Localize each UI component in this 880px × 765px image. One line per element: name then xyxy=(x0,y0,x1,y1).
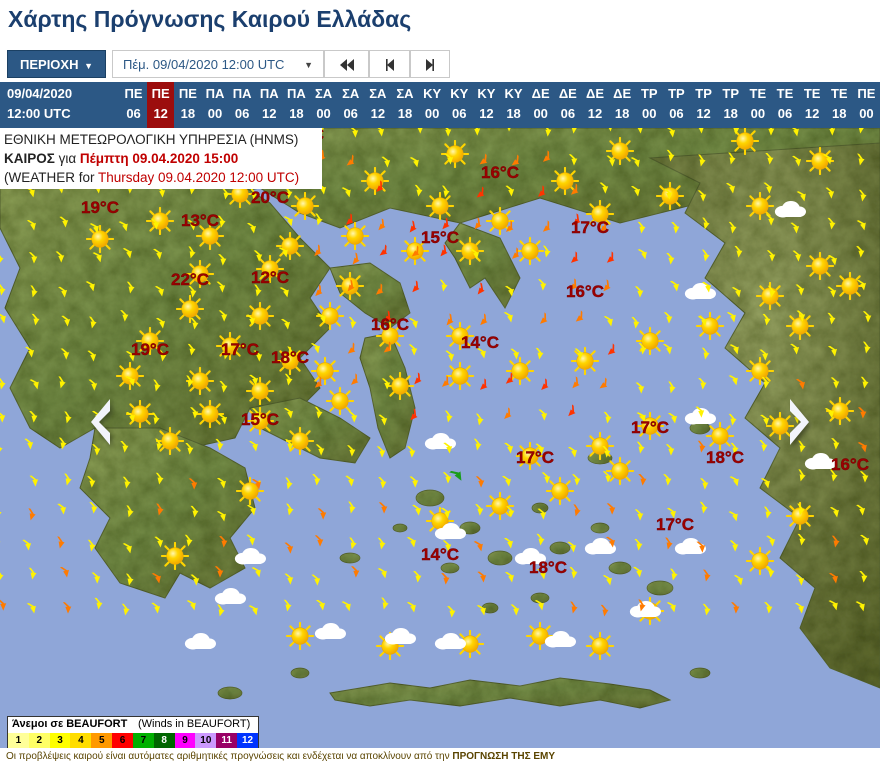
svg-text:13°C: 13°C xyxy=(181,211,219,230)
svg-text:16°C: 16°C xyxy=(371,315,409,334)
svg-text:14°C: 14°C xyxy=(421,545,459,564)
svg-text:12°C: 12°C xyxy=(251,268,289,287)
svg-text:16°C: 16°C xyxy=(566,282,604,301)
svg-text:16°C: 16°C xyxy=(831,455,869,474)
svg-text:22°C: 22°C xyxy=(171,270,209,289)
svg-text:18°C: 18°C xyxy=(706,448,744,467)
svg-text:17°C: 17°C xyxy=(656,515,694,534)
svg-text:17°C: 17°C xyxy=(631,418,669,437)
svg-text:16°C: 16°C xyxy=(481,163,519,182)
svg-text:15°C: 15°C xyxy=(241,410,279,429)
svg-text:15°C: 15°C xyxy=(421,228,459,247)
svg-text:17°C: 17°C xyxy=(571,218,609,237)
svg-text:18°C: 18°C xyxy=(271,348,309,367)
svg-text:17°C: 17°C xyxy=(516,448,554,467)
svg-text:17°C: 17°C xyxy=(221,340,259,359)
svg-text:20°C: 20°C xyxy=(251,188,289,207)
svg-text:19°C: 19°C xyxy=(131,340,169,359)
svg-text:18°C: 18°C xyxy=(529,558,567,577)
svg-text:19°C: 19°C xyxy=(81,198,119,217)
svg-text:14°C: 14°C xyxy=(461,333,499,352)
